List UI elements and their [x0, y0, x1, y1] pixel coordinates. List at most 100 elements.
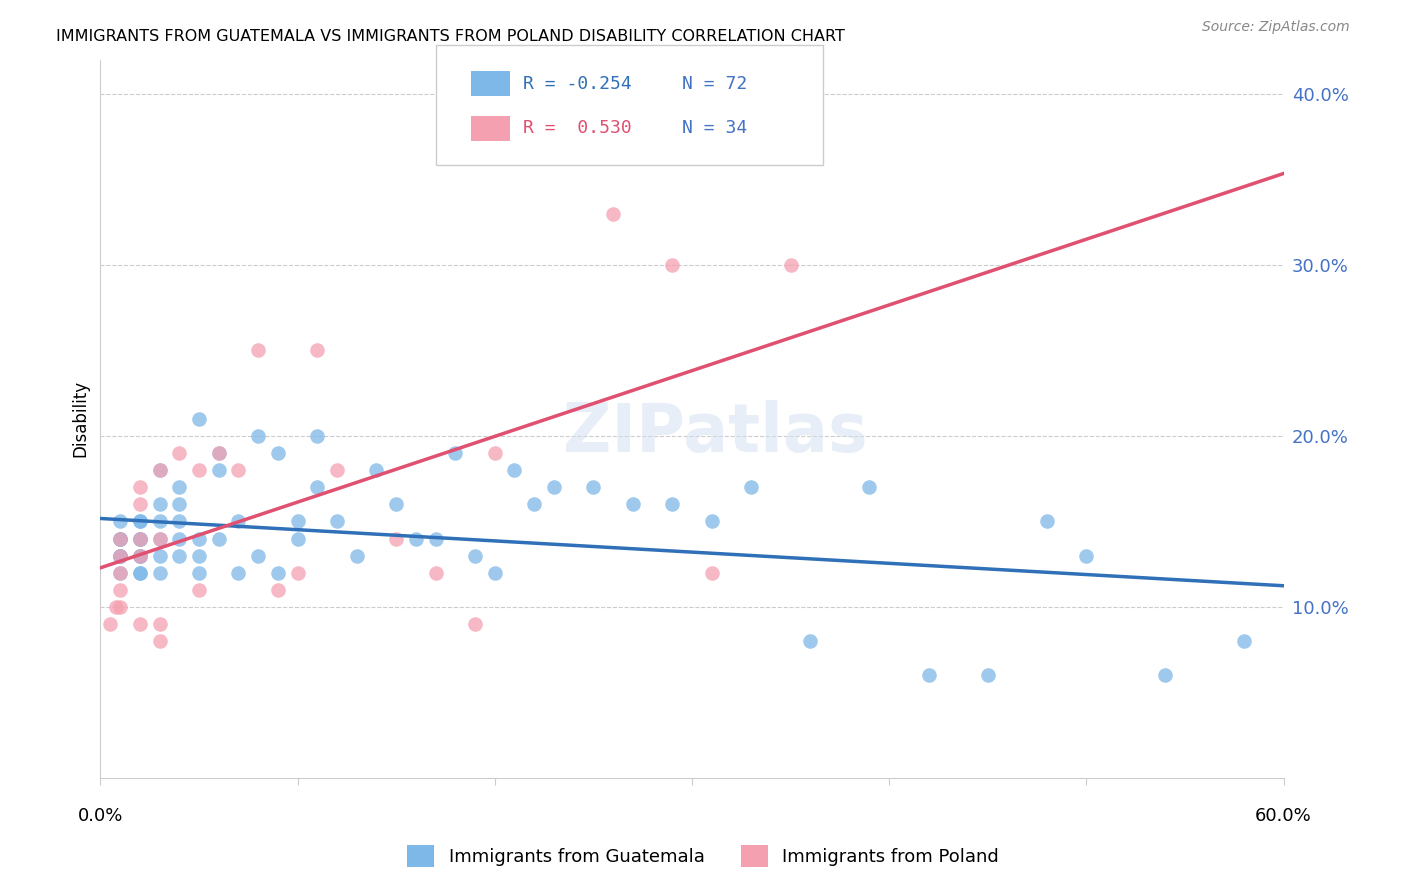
Point	[523, 497, 546, 511]
Point	[425, 566, 447, 580]
Point	[740, 480, 762, 494]
Text: 0.0%: 0.0%	[77, 806, 124, 825]
Point	[128, 515, 150, 529]
Point	[148, 463, 170, 477]
Text: R = -0.254: R = -0.254	[523, 75, 631, 93]
Point	[464, 617, 486, 632]
Point	[307, 480, 329, 494]
Point	[148, 463, 170, 477]
Point	[128, 549, 150, 563]
Point	[267, 566, 290, 580]
Point	[326, 515, 349, 529]
Point	[167, 515, 190, 529]
Point	[307, 429, 329, 443]
Point	[128, 532, 150, 546]
Point	[228, 515, 250, 529]
Point	[208, 446, 231, 460]
Point	[108, 532, 131, 546]
Point	[108, 532, 131, 546]
Point	[148, 617, 170, 632]
Point	[858, 480, 880, 494]
Point	[385, 497, 408, 511]
Point	[128, 549, 150, 563]
Point	[128, 480, 150, 494]
Point	[661, 497, 683, 511]
Legend: Immigrants from Guatemala, Immigrants from Poland: Immigrants from Guatemala, Immigrants fr…	[399, 838, 1007, 874]
Point	[228, 566, 250, 580]
Point	[621, 497, 644, 511]
Text: R =  0.530: R = 0.530	[523, 120, 631, 137]
Point	[977, 668, 1000, 682]
Point	[1233, 634, 1256, 648]
Point	[700, 566, 723, 580]
Point	[208, 446, 231, 460]
Point	[1154, 668, 1177, 682]
Point	[108, 532, 131, 546]
Point	[167, 532, 190, 546]
Point	[128, 515, 150, 529]
Point	[247, 343, 270, 358]
Point	[917, 668, 939, 682]
Point	[464, 549, 486, 563]
Point	[188, 549, 211, 563]
Point	[346, 549, 368, 563]
Point	[108, 582, 131, 597]
Point	[405, 532, 427, 546]
Point	[188, 582, 211, 597]
Point	[188, 412, 211, 426]
Point	[484, 566, 506, 580]
Text: N = 72: N = 72	[682, 75, 747, 93]
Point	[148, 532, 170, 546]
Point	[98, 617, 121, 632]
Point	[148, 497, 170, 511]
Text: N = 34: N = 34	[682, 120, 747, 137]
Point	[326, 463, 349, 477]
Point	[444, 446, 467, 460]
Point	[543, 480, 565, 494]
Point	[148, 532, 170, 546]
Point	[247, 549, 270, 563]
Point	[267, 582, 290, 597]
Text: 60.0%: 60.0%	[1256, 806, 1312, 825]
Point	[287, 532, 309, 546]
Point	[228, 463, 250, 477]
Point	[108, 549, 131, 563]
Point	[108, 549, 131, 563]
Point	[602, 206, 624, 220]
Point	[247, 429, 270, 443]
Point	[167, 549, 190, 563]
Point	[208, 532, 231, 546]
Point	[503, 463, 526, 477]
Point	[105, 599, 128, 614]
Y-axis label: Disability: Disability	[72, 380, 89, 458]
Point	[128, 532, 150, 546]
Point	[108, 566, 131, 580]
Point	[484, 446, 506, 460]
Point	[108, 599, 131, 614]
Text: ZIPatlas: ZIPatlas	[564, 401, 868, 467]
Point	[128, 549, 150, 563]
Point	[167, 446, 190, 460]
Point	[700, 515, 723, 529]
Point	[167, 497, 190, 511]
Point	[128, 566, 150, 580]
Point	[366, 463, 388, 477]
Point	[188, 463, 211, 477]
Point	[108, 549, 131, 563]
Point	[307, 343, 329, 358]
Point	[188, 532, 211, 546]
Point	[425, 532, 447, 546]
Point	[108, 549, 131, 563]
Point	[148, 549, 170, 563]
Point	[128, 532, 150, 546]
Point	[779, 258, 801, 272]
Point	[148, 515, 170, 529]
Text: IMMIGRANTS FROM GUATEMALA VS IMMIGRANTS FROM POLAND DISABILITY CORRELATION CHART: IMMIGRANTS FROM GUATEMALA VS IMMIGRANTS …	[56, 29, 845, 44]
Point	[128, 566, 150, 580]
Point	[128, 617, 150, 632]
Point	[582, 480, 605, 494]
Point	[1036, 515, 1059, 529]
Point	[267, 446, 290, 460]
Point	[108, 532, 131, 546]
Point	[128, 497, 150, 511]
